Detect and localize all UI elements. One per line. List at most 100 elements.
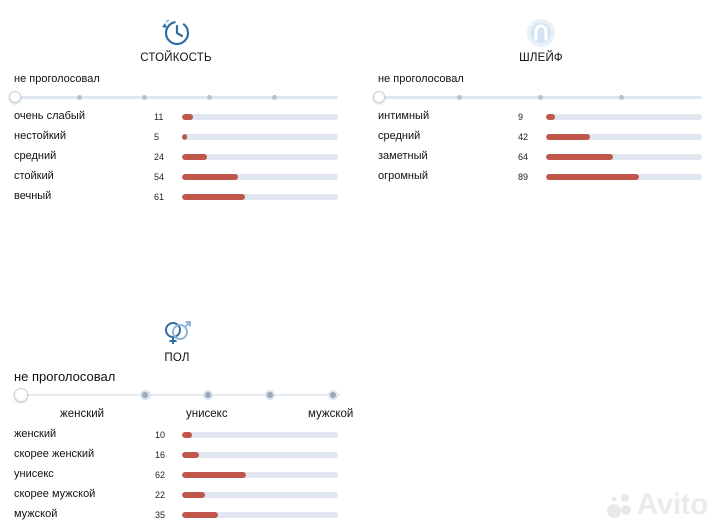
gender-panel: ПОЛ не проголосовал женский унисекс мужс… [0,314,370,532]
result-row: унисекс 62 [14,468,344,482]
scale-label-female: женский [60,408,105,420]
result-bar-fill [182,174,239,180]
result-bar [182,452,338,458]
gender-title: ПОЛ [164,352,190,364]
result-label: нестойкий [14,130,66,142]
result-label: скорее мужской [14,488,96,500]
result-row: скорее мужской 22 [14,488,344,502]
result-row: огромный 89 [378,170,708,184]
result-count: 54 [154,172,165,182]
slider-step[interactable] [203,390,213,400]
sillage-title: ШЛЕЙФ [519,52,563,64]
result-bar [546,154,702,160]
slider-step[interactable] [328,390,338,400]
sillage-header: ШЛЕЙФ [506,18,576,64]
gender-scale-labels: женский унисекс мужской [0,408,370,422]
result-row: женский 10 [14,428,344,442]
sillage-vote-slider[interactable] [373,91,702,103]
result-label: заметный [378,150,428,162]
slider-step[interactable] [538,95,543,100]
gender-vote-slider[interactable] [14,388,340,402]
result-count: 64 [518,152,529,162]
sillage-icon [527,19,555,47]
watermark-text: Avito [636,488,709,521]
result-label: унисекс [14,468,54,480]
result-bar-fill [182,472,247,478]
slider-handle[interactable] [373,91,385,103]
result-bar-fill [182,134,188,140]
result-count: 89 [518,172,529,182]
slider-step[interactable] [207,95,212,100]
result-count: 61 [154,192,165,202]
result-bar-fill [182,114,194,120]
result-row: заметный 64 [378,150,708,164]
slider-step[interactable] [140,390,150,400]
result-bar [182,512,338,518]
scale-label-male: мужской [308,408,354,420]
clock-icon [162,19,190,46]
result-bar-fill [546,154,613,160]
result-count: 22 [155,490,166,500]
result-bar-fill [182,492,205,498]
result-label: женский [14,428,57,440]
slider-step[interactable] [272,95,277,100]
result-bar-fill [546,174,639,180]
result-count: 35 [155,510,166,520]
gender-not-voted-label: не проголосовал [14,369,116,384]
result-bar [182,472,338,478]
result-bar [546,114,702,120]
result-bar [182,492,338,498]
result-row: средний 24 [14,150,344,164]
result-count: 9 [518,112,524,122]
result-bar-fill [182,194,246,200]
result-bar-fill [182,512,219,518]
result-count: 11 [154,112,164,122]
result-count: 42 [518,132,529,142]
result-row: нестойкий 5 [14,130,344,144]
slider-step[interactable] [265,390,275,400]
result-bar [182,154,338,160]
longevity-header: СТОЙКОСТЬ [136,18,216,64]
longevity-vote-slider[interactable] [9,91,338,103]
result-label: скорее женский [14,448,95,460]
result-bar-fill [546,134,590,140]
longevity-title: СТОЙКОСТЬ [140,52,212,64]
scale-label-unisex: унисекс [186,408,228,420]
longevity-panel: СТОЙКОСТЬ не проголосовал очень слабый 1… [0,0,360,220]
result-label: огромный [378,170,429,182]
slider-handle[interactable] [9,91,21,103]
slider-step[interactable] [457,95,462,100]
result-count: 16 [155,450,166,460]
slider-track [14,394,340,396]
result-count: 24 [154,152,165,162]
slider-step[interactable] [619,95,624,100]
avito-logo-icon [606,494,631,518]
gender-header: ПОЛ [142,318,212,364]
result-bar-fill [546,114,556,120]
avito-watermark: Avito [605,488,709,522]
result-count: 5 [154,132,160,142]
result-label: стойкий [14,170,54,182]
result-label: мужской [14,508,58,520]
result-bar-fill [182,452,199,458]
result-bar [182,174,338,180]
result-bar-fill [182,432,193,438]
result-label: очень слабый [14,110,85,122]
result-label: средний [378,130,421,142]
slider-track [10,96,338,99]
slider-step[interactable] [77,95,82,100]
gender-icon [165,321,191,344]
slider-step[interactable] [142,95,147,100]
result-bar [546,174,702,180]
result-row: интимный 9 [378,110,708,124]
result-label: средний [14,150,57,162]
slider-handle[interactable] [14,388,28,402]
result-bar [182,114,338,120]
result-row: мужской 35 [14,508,344,522]
result-row: очень слабый 11 [14,110,344,124]
longevity-not-voted-label: не проголосовал [14,73,100,85]
result-bar [546,134,702,140]
result-row: стойкий 54 [14,170,344,184]
result-count: 10 [155,430,166,440]
result-count: 62 [155,470,166,480]
